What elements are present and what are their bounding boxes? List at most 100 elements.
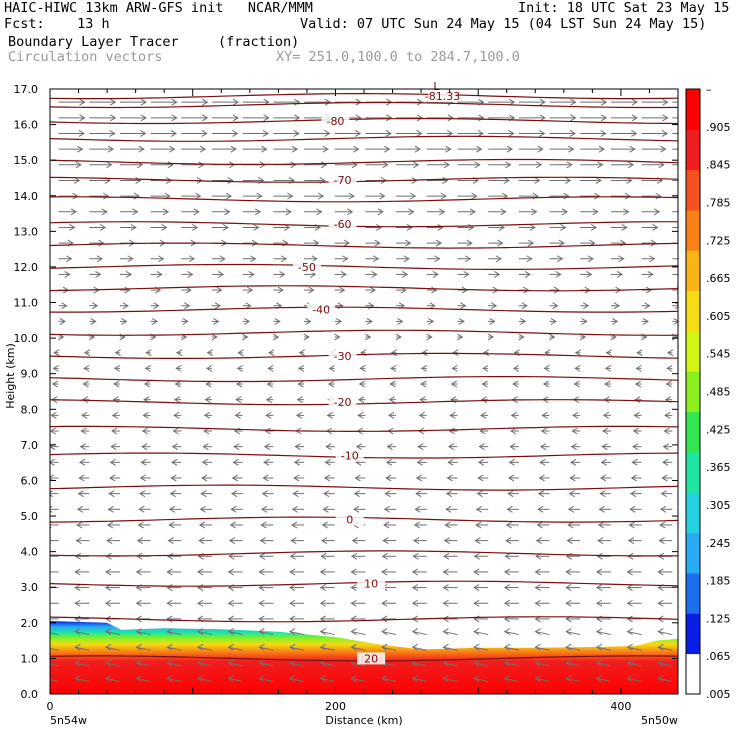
circulation-vector-head — [478, 443, 485, 451]
circulation-vector-head — [171, 114, 178, 122]
circulation-vector-head — [478, 114, 485, 122]
colorbar-label: .605 — [706, 310, 731, 323]
circulation-vector-head — [323, 490, 330, 498]
circulation-vector-head — [343, 239, 351, 247]
circulation-vector — [289, 662, 305, 667]
circulation-vector — [382, 631, 397, 636]
circulation-vector-head — [678, 271, 683, 277]
y-tick-label: 7.0 — [21, 439, 39, 452]
y-tick-label: 12.0 — [14, 261, 39, 274]
colorbar-label: .845 — [706, 159, 731, 172]
circulation-vector-head — [284, 224, 291, 231]
circulation-vector-head — [125, 270, 133, 278]
temperature-contour — [50, 158, 678, 165]
circulation-vector-head — [78, 474, 85, 482]
circulation-vector-head — [324, 98, 332, 106]
circulation-vector-head — [50, 553, 51, 560]
circulation-vector-head — [72, 192, 79, 200]
circulation-vector-head — [202, 114, 209, 122]
circulation-vector — [289, 646, 305, 651]
circulation-vector-head — [473, 568, 480, 576]
temperature-contour-labeled — [50, 93, 678, 100]
circulation-vector-head — [69, 224, 76, 231]
contour-label: 10 — [364, 578, 378, 591]
circulation-vector-head — [298, 364, 305, 372]
circulation-vector-head — [621, 224, 628, 231]
circulation-vector-head — [590, 224, 598, 231]
circulation-vector-head — [549, 333, 556, 341]
circulation-vector-head — [323, 474, 331, 482]
circulation-vector-head — [560, 224, 567, 231]
circulation-vector-head — [471, 192, 478, 200]
circulation-vector-head — [83, 364, 90, 372]
circulation-vector — [412, 662, 427, 667]
circulation-vector-head — [552, 302, 559, 310]
circulation-vector-head — [631, 130, 638, 137]
circulation-vector-head — [258, 659, 265, 667]
circulation-vector-head — [261, 505, 268, 513]
circulation-vector-head — [408, 208, 415, 216]
contour-label-bg — [335, 513, 364, 526]
circulation-vector-head — [662, 114, 669, 122]
circulation-vector-head — [334, 333, 341, 341]
circulation-vector-head — [539, 458, 546, 466]
circulation-vector-head — [287, 192, 294, 200]
contour-label: -80 — [326, 115, 344, 128]
contour-label-bg — [328, 396, 357, 409]
circulation-vector-head — [474, 537, 481, 545]
colorbar-swatch — [686, 411, 700, 453]
circulation-vector-head — [659, 505, 667, 513]
circulation-vector-head — [503, 599, 511, 607]
circulation-vector-head — [279, 270, 286, 278]
circulation-vector-head — [161, 224, 168, 231]
y-tick-label: 15.0 — [14, 154, 39, 167]
circulation-vector-head — [569, 130, 576, 137]
circulation-vector-head — [230, 145, 237, 153]
circulation-vector-head — [659, 521, 666, 529]
circulation-vector-head — [227, 643, 234, 651]
x-axis-ticks: 0 200 400 — [47, 89, 679, 713]
circulation-vector — [382, 646, 397, 651]
circulation-vector-head — [316, 208, 323, 216]
circulation-vector-head — [167, 537, 174, 545]
circulation-vector — [320, 631, 335, 636]
circulation-vector-head — [106, 521, 114, 529]
temperature-contour-labeled — [50, 221, 678, 228]
circulation-vector-head — [413, 161, 420, 169]
circulation-vector-head — [77, 490, 84, 498]
circulation-vector-head — [280, 255, 288, 263]
circulation-vector-head — [166, 675, 173, 682]
circulation-vector-head — [294, 443, 301, 451]
circulation-vector-head — [412, 552, 419, 560]
circulation-vector-head — [561, 208, 569, 216]
contour-label-bg — [357, 652, 386, 665]
circulation-vector-head — [473, 599, 480, 607]
circulation-vector-head — [353, 145, 360, 153]
circulation-vector-head — [231, 490, 238, 498]
circulation-vector — [566, 646, 581, 651]
circulation-vector-head — [634, 380, 642, 388]
circulation-vector-head — [98, 239, 105, 247]
circulation-vector-head — [170, 474, 177, 482]
circulation-vector-head — [264, 427, 271, 435]
circulation-vector-head — [649, 255, 656, 263]
colorbar-swatch — [686, 210, 700, 251]
circulation-vector-head — [477, 130, 484, 137]
circulation-vector-head — [166, 599, 173, 607]
circulation-vector — [566, 662, 581, 667]
field-units: (fraction) — [218, 34, 300, 50]
circulation-vector-head — [618, 255, 625, 263]
circulation-vector-head — [114, 349, 121, 357]
circulation-vector-head — [442, 584, 449, 592]
circulation-vector-head — [79, 98, 86, 106]
circulation-vector-head — [355, 114, 362, 122]
circulation-vector-head — [534, 599, 541, 607]
circulation-vector-head — [121, 317, 128, 325]
circulation-vector-head — [626, 643, 633, 651]
circulation-vector-head — [434, 255, 441, 263]
circulation-vector-head — [451, 364, 458, 372]
field-name: Boundary Layer Tracer — [8, 34, 179, 50]
circulation-vector-head — [662, 98, 669, 106]
circulation-vector-head — [289, 584, 296, 592]
circulation-vector-head — [258, 615, 265, 623]
